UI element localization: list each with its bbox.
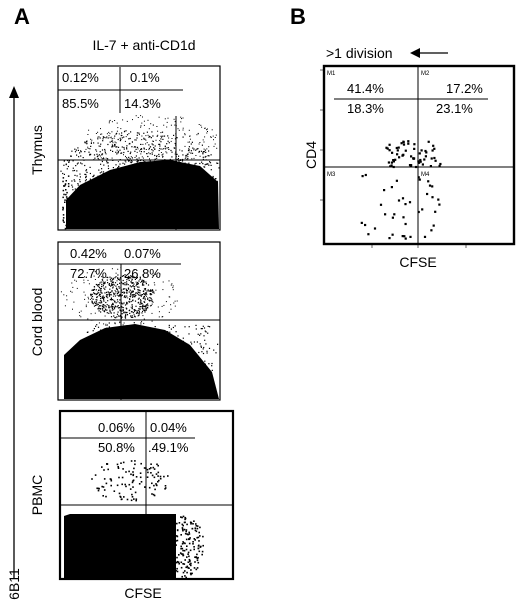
cord-blood-sample-label: Cord blood (29, 288, 45, 357)
panel-b-lower-left-percent: 18.3% (347, 101, 384, 116)
panel-b-x-axis-label: CFSE (399, 254, 436, 270)
panel-b-annotation: >1 division (326, 45, 393, 61)
panel-a-y-axis-label: 6B11 (6, 568, 22, 600)
thymus-upper-left-percent: 0.12% (62, 70, 99, 85)
panel-b-plot-frame (322, 64, 516, 246)
thymus-plot: 0.12% 0.1% 85.5% 14.3% Thymus (29, 65, 221, 231)
pbmc-plot: 0.06% 0.04% 50.8% .49.1% PBMC (29, 409, 235, 581)
cord-blood-upper-left-percent: 0.42% (70, 246, 107, 261)
panel-b-upper-right-percent: 17.2% (446, 81, 483, 96)
thymus-sample-label: Thymus (29, 125, 45, 175)
panel-b-lower-right-percent: 23.1% (436, 101, 473, 116)
panel-a-label: A (14, 4, 30, 29)
cord-blood-lower-left-percent: 72.7% (70, 266, 107, 281)
panel-b-scatter (360, 140, 442, 240)
thymus-plot-frame (57, 65, 221, 231)
thymus-upper-right-percent: 0.1% (130, 70, 160, 85)
panel-a-x-axis-label: CFSE (124, 585, 161, 601)
thymus-scatter (60, 115, 220, 230)
gate-m1-label: M1 (327, 71, 336, 77)
cord-blood-upper-right-percent: 0.07% (124, 246, 161, 261)
cord-blood-plot-frame (57, 241, 221, 401)
panel-a-condition: IL-7 + anti-CD1d (92, 37, 195, 53)
pbmc-upper-right-percent: 0.04% (150, 420, 187, 435)
pbmc-sample-label: PBMC (29, 475, 45, 515)
pbmc-lower-right-percent: .49.1% (148, 440, 189, 455)
gate-m2-label: M2 (421, 71, 430, 77)
cord-blood-label-box-top (59, 243, 181, 264)
panel-b-upper-left-percent: 41.4% (347, 81, 384, 96)
panel-b-axis-ticks (320, 69, 467, 248)
panel-b-y-axis-label: CD4 (303, 141, 319, 169)
pbmc-lower-left-percent: 50.8% (98, 440, 135, 455)
panel-b-plot: M1 M2 M3 M4 41.4% 17.2% 18.3% 23.1% (320, 64, 516, 248)
cord-blood-lower-right-percent: 26,8% (124, 266, 161, 281)
gate-m3-label: M3 (327, 172, 336, 178)
thymus-lower-left-percent: 85.5% (62, 96, 99, 111)
cord-blood-plot: 0.42% 0.07% 72.7% 26,8% Cord blood (29, 241, 221, 401)
panel-a-y-axis-arrowhead (9, 86, 19, 98)
panel-b-annotation-arrowhead (410, 48, 420, 58)
thymus-lower-right-percent: 14.3% (124, 96, 161, 111)
pbmc-upper-left-percent: 0.06% (98, 420, 135, 435)
cord-blood-scatter (60, 267, 219, 399)
panel-b-label: B (290, 4, 306, 29)
gate-m4-label: M4 (421, 172, 430, 178)
